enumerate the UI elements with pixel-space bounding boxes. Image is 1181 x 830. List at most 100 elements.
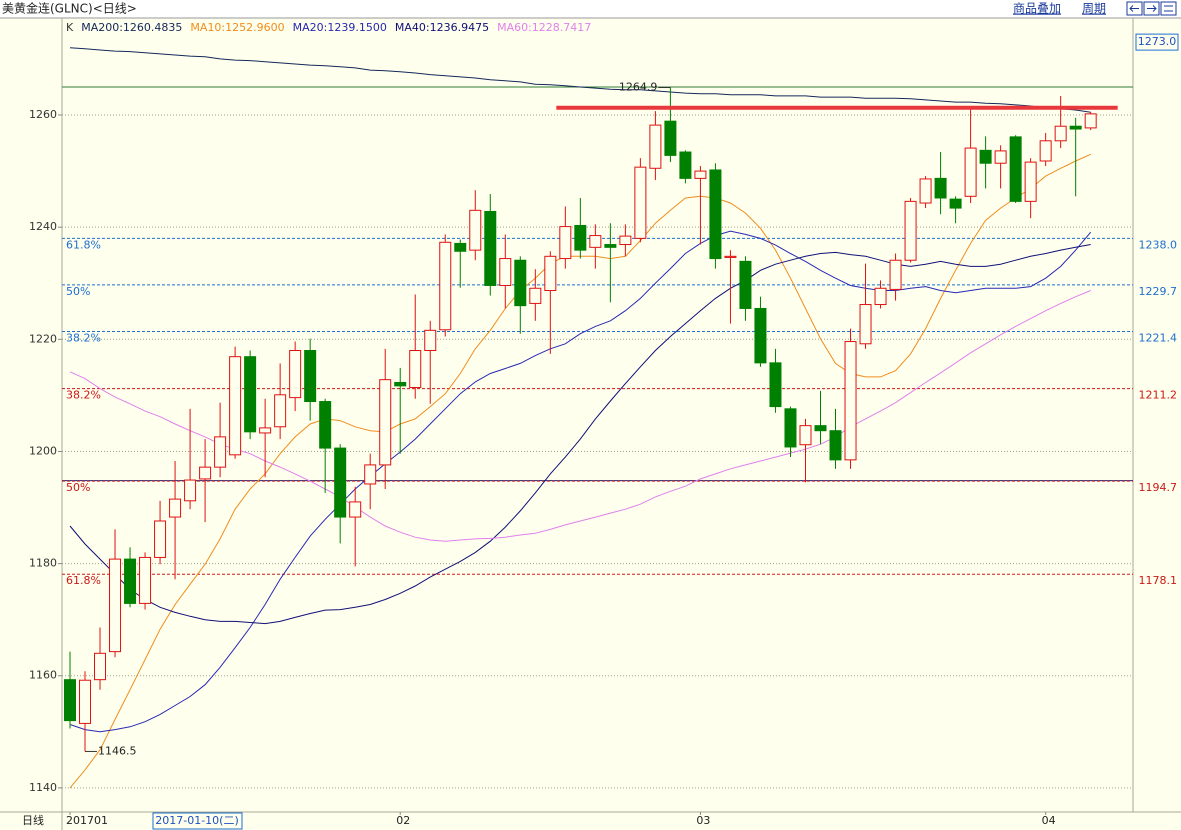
fib-percent: 38.2%: [66, 331, 101, 344]
candle-body: [229, 356, 242, 456]
ma-line: [69, 244, 1091, 625]
candle-body: [334, 447, 347, 518]
candle-body: [394, 381, 407, 387]
candle-body: [124, 558, 137, 604]
candle-body: [724, 255, 737, 258]
fib-price: 1194.7: [1139, 481, 1178, 494]
candle-body: [934, 177, 947, 199]
x-tick-label: 03: [696, 814, 710, 827]
fib-percent: 50%: [66, 481, 90, 494]
icon-left[interactable]: [1126, 1, 1143, 16]
legend-entry: MA40:1236.9475: [395, 21, 489, 34]
candle-body: [649, 124, 662, 169]
candle-body: [109, 558, 122, 653]
candle-body: [874, 287, 887, 306]
candle-body: [604, 244, 617, 248]
candle-body: [169, 498, 182, 518]
fib-price: 1221.4: [1139, 331, 1178, 344]
candle-body: [64, 679, 76, 722]
overlay-button[interactable]: 商品叠加: [1013, 1, 1061, 16]
icon-right[interactable]: [1143, 1, 1160, 16]
candle-body: [559, 226, 572, 260]
ma-line: [69, 230, 1092, 733]
cursor-price: 1273.0: [1138, 35, 1177, 48]
candle-body: [904, 200, 917, 261]
icon-glyphs: [1129, 5, 1173, 12]
fib-percent: 61.8%: [66, 574, 101, 587]
candle-body: [964, 147, 977, 197]
candle-body: [844, 341, 857, 461]
legend-entry: MA20:1239.1500: [293, 21, 387, 34]
icon-window[interactable]: [1160, 1, 1177, 16]
candle-body: [199, 466, 212, 480]
max-label: 1264.9: [619, 81, 658, 94]
candle-body: [589, 235, 602, 248]
candle-body: [349, 501, 362, 518]
candle-body: [619, 235, 632, 246]
candle-body: [769, 362, 782, 408]
candle-body: [319, 401, 332, 449]
candle-body: [799, 425, 812, 446]
x-tick-label: 04: [1042, 814, 1056, 827]
candle-body: [829, 430, 842, 461]
candle-body: [1084, 113, 1097, 129]
candle-body: [889, 259, 902, 290]
y-tick-label: 1180: [29, 557, 57, 570]
candle-body: [709, 169, 722, 260]
candle-body: [259, 427, 272, 434]
candle-body: [919, 178, 932, 204]
candle-body: [664, 120, 677, 156]
fib-percent: 50%: [66, 285, 90, 298]
candle-body: [1039, 140, 1052, 162]
candle-body: [484, 210, 497, 286]
candle-body: [94, 652, 107, 681]
ma-line: [69, 47, 1091, 113]
candle-body: [454, 242, 467, 252]
y-tick-label: 1240: [29, 220, 57, 233]
candle-body: [499, 258, 512, 286]
cursor-date-box: [152, 812, 243, 830]
candle-body: [304, 350, 317, 403]
candle-body: [214, 436, 227, 468]
fib-price: 1229.7: [1139, 285, 1178, 298]
candle-body: [184, 479, 197, 502]
fib-percent: 61.8%: [66, 238, 101, 251]
y-tick-label: 1160: [29, 669, 57, 682]
candle-body: [274, 394, 287, 428]
candle-body: [544, 255, 557, 292]
legend-prefix: K: [66, 21, 74, 34]
min-label: 1146.5: [98, 744, 137, 757]
candle-body: [1054, 125, 1067, 142]
legend-entry: MA200:1260.4835: [81, 21, 182, 34]
period-label: 日线: [22, 813, 44, 827]
candle-body: [979, 149, 992, 164]
candle-body: [244, 356, 257, 433]
fib-price: 1238.0: [1139, 238, 1178, 251]
candle-body: [139, 556, 152, 604]
chart-title: 美黄金连(GLNC)<日线>: [2, 1, 137, 16]
nav-icons: [1126, 1, 1177, 16]
candle-body: [1069, 125, 1082, 130]
candle-body: [994, 150, 1007, 164]
x-tick-label: 02: [396, 814, 410, 827]
candle-body: [754, 307, 767, 364]
fib-percent: 38.2%: [66, 389, 101, 402]
candle-body: [439, 241, 452, 331]
y-tick-label: 1260: [29, 108, 57, 121]
period-button[interactable]: 周期: [1082, 2, 1106, 16]
candle-body: [694, 170, 707, 179]
candle-body: [784, 408, 797, 448]
candle-body: [949, 198, 962, 209]
fib-price: 1211.2: [1139, 389, 1178, 402]
y-tick-label: 1220: [29, 332, 57, 345]
candle-body: [289, 350, 302, 399]
candle-body: [679, 151, 692, 179]
candle-body: [634, 166, 647, 239]
candle-body: [574, 224, 587, 251]
candle-body: [859, 304, 872, 345]
candle-body: [409, 350, 422, 389]
candle-body: [379, 379, 392, 466]
